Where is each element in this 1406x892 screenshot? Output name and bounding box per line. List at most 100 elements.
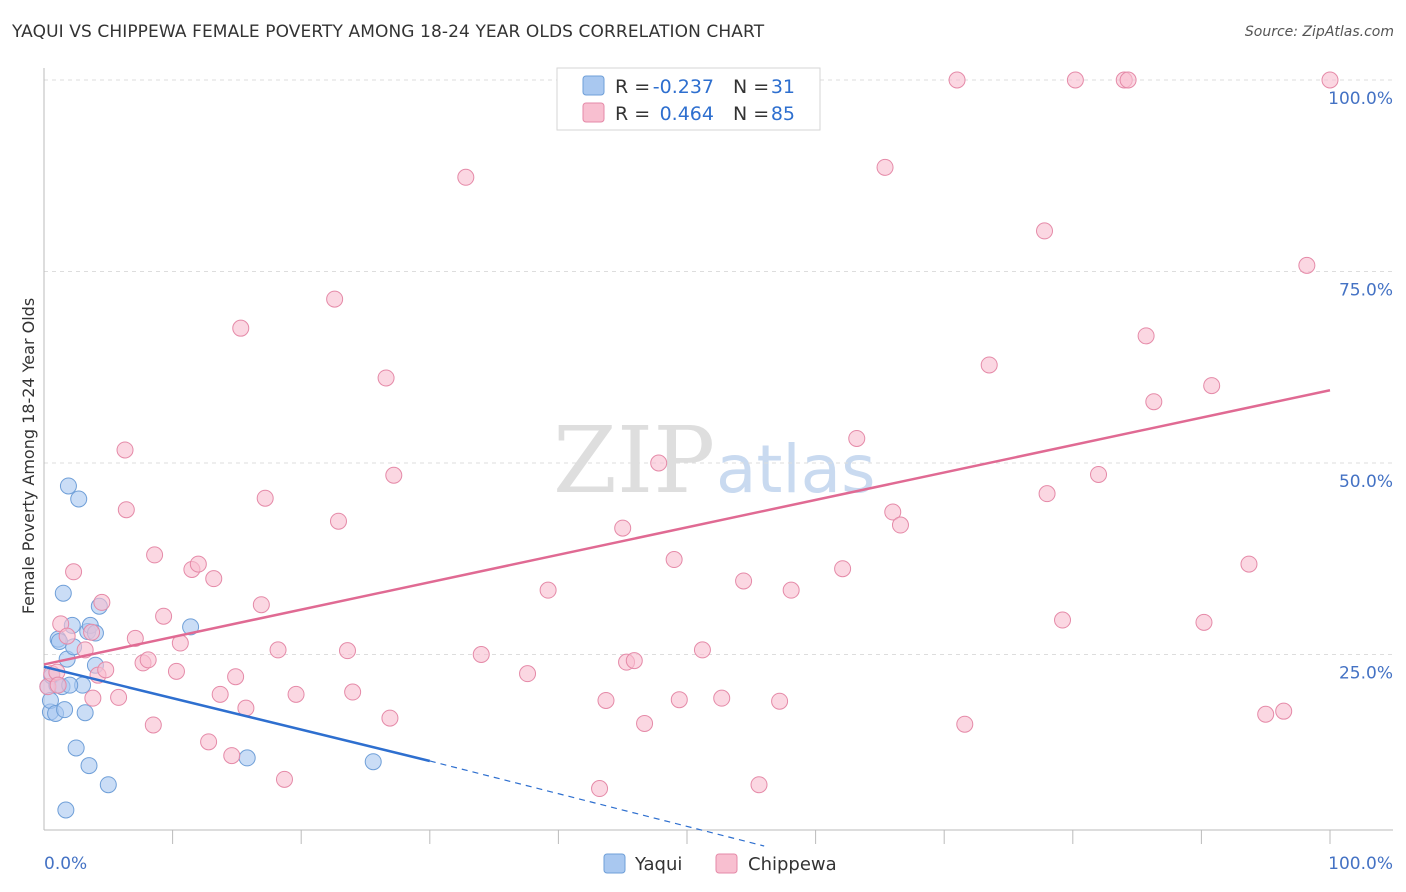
point-yaqui xyxy=(57,801,75,819)
point-chippewa xyxy=(167,662,185,680)
trend-lines xyxy=(43,389,1331,847)
point-chippewa xyxy=(771,692,789,710)
point-chippewa xyxy=(1240,555,1258,573)
point-chippewa xyxy=(1066,71,1084,89)
point-chippewa xyxy=(1036,222,1054,240)
point-chippewa xyxy=(948,71,966,89)
point-chippewa xyxy=(591,780,609,798)
point-chippewa xyxy=(1257,705,1275,723)
point-yaqui xyxy=(56,701,74,719)
point-chippewa xyxy=(597,691,615,709)
point-chippewa xyxy=(385,466,403,484)
data-points xyxy=(39,71,1339,819)
point-chippewa xyxy=(891,516,909,534)
x-tick-label-max: 100.0% xyxy=(1328,854,1393,874)
point-yaqui xyxy=(67,739,85,757)
point-chippewa xyxy=(848,429,866,447)
y-tick-label: 50.0% xyxy=(1339,472,1393,492)
point-chippewa xyxy=(65,563,83,581)
point-chippewa xyxy=(1203,377,1221,395)
point-chippewa xyxy=(329,512,347,530)
point-chippewa xyxy=(252,596,270,614)
legend-n-label-yaqui: N = xyxy=(733,76,769,98)
point-chippewa xyxy=(227,668,245,686)
point-chippewa xyxy=(256,489,274,507)
series-legend: Yaqui Chippewa xyxy=(603,853,837,875)
point-chippewa xyxy=(735,572,753,590)
legend-n-value-chippewa: 85 xyxy=(771,103,795,125)
point-yaqui xyxy=(364,753,382,771)
point-yaqui xyxy=(76,704,94,722)
point-chippewa xyxy=(377,369,395,387)
x-tick-label-min: 0.0% xyxy=(44,854,87,874)
trend-line-chippewa xyxy=(43,389,1331,666)
watermark-atlas: atlas xyxy=(716,431,876,508)
point-chippewa xyxy=(326,290,344,308)
point-chippewa xyxy=(117,501,135,519)
point-chippewa xyxy=(139,651,157,669)
point-chippewa xyxy=(1038,485,1056,503)
point-chippewa xyxy=(1119,71,1137,89)
y-tick-label: 100.0% xyxy=(1328,89,1393,109)
point-yaqui xyxy=(70,490,88,508)
point-chippewa xyxy=(189,555,207,573)
legend-n-label-chippewa: N = xyxy=(733,103,769,125)
point-chippewa xyxy=(650,454,668,472)
point-chippewa xyxy=(693,641,711,659)
point-chippewa xyxy=(1321,71,1339,89)
point-chippewa xyxy=(625,652,643,670)
point-chippewa xyxy=(211,685,229,703)
point-chippewa xyxy=(84,689,102,707)
y-axis-title: Female Poverty Among 18-24 Year Olds xyxy=(19,298,38,614)
point-yaqui xyxy=(182,618,200,636)
point-chippewa xyxy=(1054,611,1072,629)
watermark-zip: ZIP xyxy=(553,407,715,514)
point-chippewa xyxy=(1145,393,1163,411)
point-chippewa xyxy=(539,581,557,599)
point-chippewa xyxy=(782,581,800,599)
point-chippewa xyxy=(980,356,998,374)
point-yaqui xyxy=(238,749,256,767)
legend-swatch-yaqui xyxy=(582,75,605,96)
point-chippewa xyxy=(665,551,683,569)
point-chippewa xyxy=(205,570,223,588)
point-yaqui xyxy=(99,776,117,794)
source-credit: Source: ZipAtlas.com xyxy=(1244,24,1394,40)
point-chippewa xyxy=(472,646,490,663)
point-chippewa xyxy=(457,168,475,186)
point-chippewa xyxy=(670,691,688,709)
point-chippewa xyxy=(614,519,632,537)
y-tick-label: 75.0% xyxy=(1339,281,1393,301)
legend-r-value-chippewa: 0.464 xyxy=(660,103,714,125)
point-chippewa xyxy=(344,683,362,701)
point-chippewa xyxy=(155,607,173,625)
point-yaqui xyxy=(54,584,72,602)
series-legend-label-chippewa: Chippewa xyxy=(748,854,837,875)
point-chippewa xyxy=(287,685,305,703)
point-yaqui xyxy=(80,757,98,775)
point-chippewa xyxy=(713,689,731,707)
point-chippewa xyxy=(144,716,162,734)
point-chippewa xyxy=(200,733,218,751)
point-chippewa xyxy=(1298,256,1316,274)
point-yaqui xyxy=(59,477,77,495)
point-chippewa xyxy=(58,627,76,645)
point-chippewa xyxy=(126,629,144,647)
gridlines xyxy=(44,79,1393,655)
series-legend-swatch-chippewa xyxy=(715,853,738,874)
point-chippewa xyxy=(93,593,111,611)
point-chippewa xyxy=(97,661,115,679)
trend-extension-yaqui xyxy=(429,760,765,847)
y-tick-labels: 25.0% 50.0% 75.0% 100.0% xyxy=(1328,89,1393,684)
legend-n-value-yaqui: 31 xyxy=(771,76,795,98)
series-legend-label-yaqui: Yaqui xyxy=(634,854,682,875)
legend-r-label-chippewa: R = xyxy=(615,103,650,125)
point-chippewa xyxy=(338,642,356,660)
point-chippewa xyxy=(1137,327,1155,345)
point-chippewa xyxy=(223,747,241,765)
point-chippewa xyxy=(232,319,250,337)
y-tick-label: 25.0% xyxy=(1339,664,1393,684)
point-chippewa xyxy=(269,641,287,659)
legend-r-value-yaqui: -0.237 xyxy=(653,76,714,98)
